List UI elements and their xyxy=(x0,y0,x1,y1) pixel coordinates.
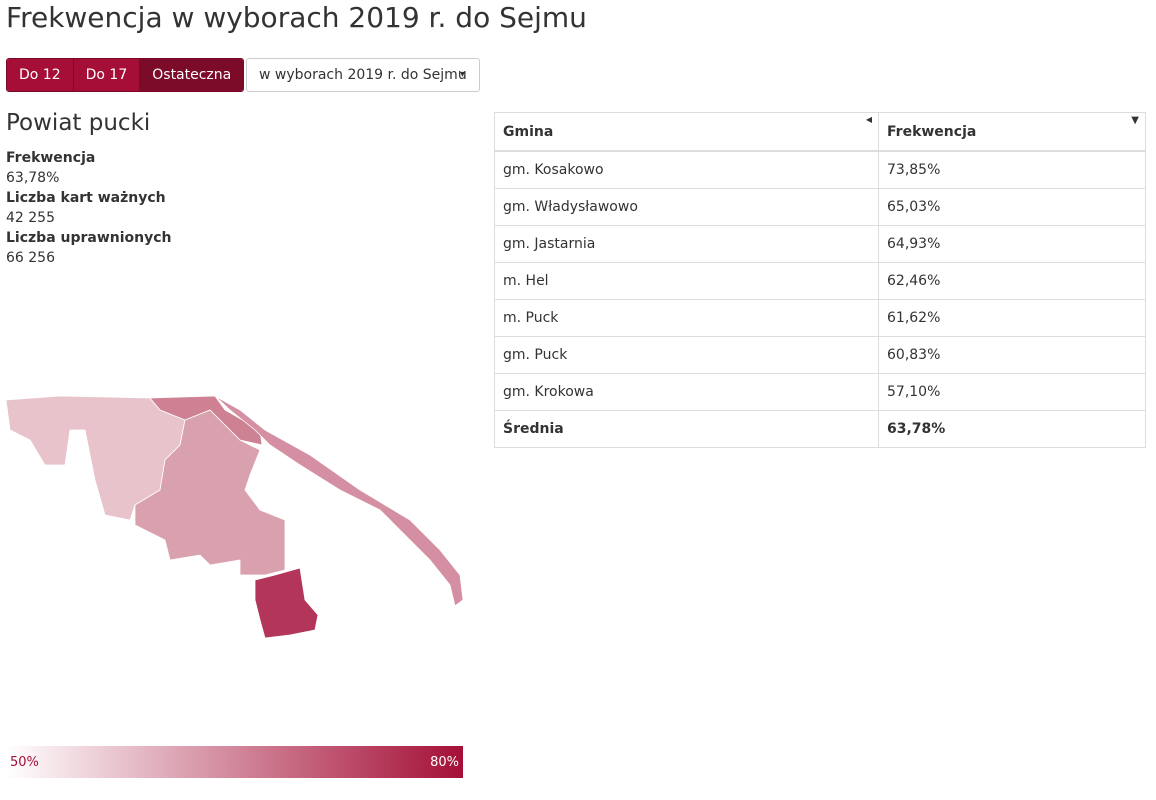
column-header[interactable]: Gmina xyxy=(494,112,879,152)
table-row: gm. Władysławowo 65,03% xyxy=(494,188,1146,226)
table-cell: Średnia xyxy=(494,410,879,448)
stat-value: 63,78% xyxy=(6,170,60,186)
table-cell: 62,46% xyxy=(878,262,1146,300)
table-cell: 57,10% xyxy=(878,373,1146,411)
button-group: Do 12 Do 17 Ostateczna xyxy=(6,58,245,92)
table-cell: 63,78% xyxy=(878,410,1146,448)
stat-value: 42 255 xyxy=(6,210,55,226)
header-row: GminaFrekwencja xyxy=(494,112,1146,152)
map-region[interactable] xyxy=(134,409,286,576)
table-cell: gm. Jastarnia xyxy=(494,225,879,263)
button[interactable]: Do 17 xyxy=(73,59,141,91)
table-row: gm. Krokowa 57,10% xyxy=(494,373,1146,411)
table-cell: gm. Krokowa xyxy=(494,373,879,411)
dropdown[interactable]: w wyborach 2019 r. do Sejmu xyxy=(246,58,480,92)
table-cell: 64,93% xyxy=(878,225,1146,263)
table-row: m. Puck 61,62% xyxy=(494,299,1146,337)
stats: Frekwencja 63,78% Liczba kart ważnych 42… xyxy=(6,148,172,268)
table-cell: gm. Władysławowo xyxy=(494,188,879,226)
table-row: gm. Kosakowo 73,85% xyxy=(494,150,1146,189)
region-title: Powiat pucki xyxy=(6,110,151,136)
table-cell: m. Hel xyxy=(494,262,879,300)
map-region[interactable] xyxy=(149,395,263,446)
legend-min: 50% xyxy=(10,755,39,770)
button[interactable]: Do 12 xyxy=(7,59,74,91)
table-cell: 61,62% xyxy=(878,299,1146,337)
button[interactable]: Ostateczna xyxy=(140,59,244,91)
legend-max: 80% xyxy=(430,755,459,770)
table-row: m. Hel 62,46% xyxy=(494,262,1146,300)
table-row: gm. Puck 60,83% xyxy=(494,336,1146,374)
stat-label: Liczba uprawnionych xyxy=(6,230,172,246)
map xyxy=(5,395,464,639)
table-cell: m. Puck xyxy=(494,299,879,337)
color-legend: 50% 80% xyxy=(6,746,463,778)
table-cell: 73,85% xyxy=(878,150,1146,189)
map-region[interactable] xyxy=(254,567,319,639)
table-cell: 60,83% xyxy=(878,336,1146,374)
map-region[interactable] xyxy=(214,395,464,607)
table-cell: gm. Kosakowo xyxy=(494,150,879,189)
page-title: Frekwencja w wyborach 2019 r. do Sejmu xyxy=(6,1,587,34)
table-row: gm. Jastarnia 64,93% xyxy=(494,225,1146,263)
stat-label: Frekwencja xyxy=(6,150,96,166)
footer-row: Średnia 63,78% xyxy=(494,410,1146,448)
table-cell: 65,03% xyxy=(878,188,1146,226)
table-cell: gm. Puck xyxy=(494,336,879,374)
stat-value: 66 256 xyxy=(6,250,55,266)
column-header[interactable]: Frekwencja xyxy=(878,112,1146,152)
stat-label: Liczba kart ważnych xyxy=(6,190,166,206)
